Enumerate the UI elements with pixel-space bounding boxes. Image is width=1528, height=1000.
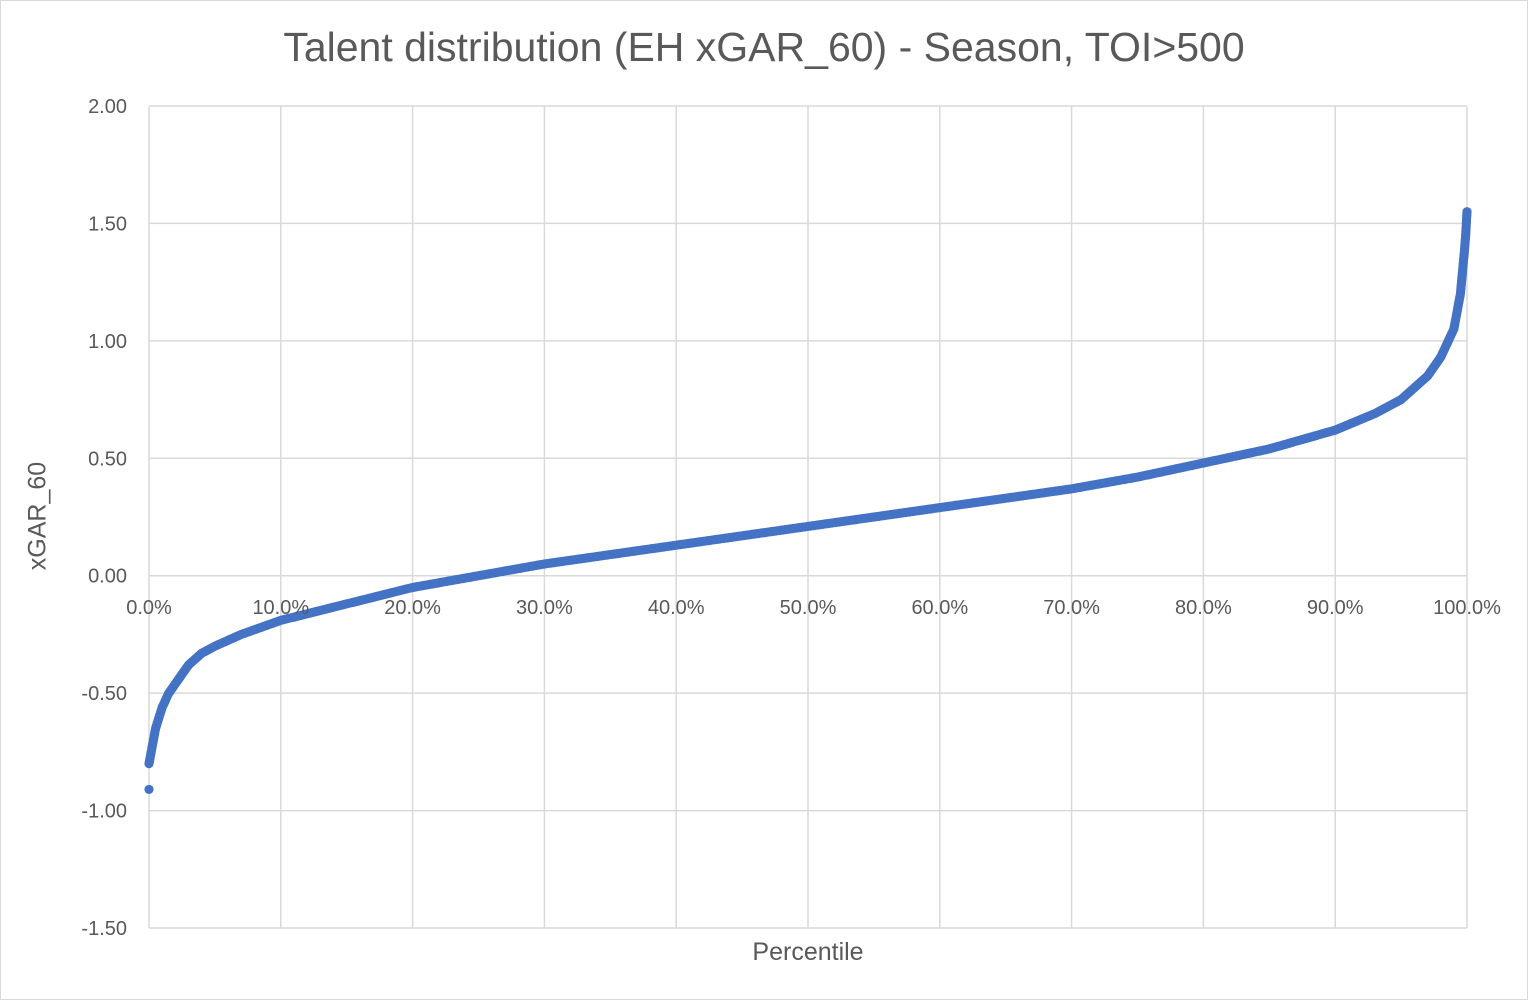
y-tick-label: 0.50 [88,448,127,470]
y-tick-label: -1.00 [81,801,127,823]
y-axis-label: xGAR_60 [23,461,52,571]
y-tick-label: 2.00 [88,96,127,118]
data-point [1462,207,1472,217]
x-tick-label: 90.0% [1307,597,1364,619]
y-tick-label: -1.50 [81,918,127,940]
x-tick-label: 80.0% [1175,597,1232,619]
y-tick-label: 1.50 [88,213,127,235]
x-tick-label: 50.0% [780,597,837,619]
chart-title: Talent distribution (EH xGAR_60) - Seaso… [283,24,1245,70]
x-tick-label: 20.0% [384,597,441,619]
data-points [144,207,1472,795]
x-tick-label: 30.0% [516,597,573,619]
y-tick-label: -0.50 [81,683,127,705]
x-tick-label: 60.0% [911,597,968,619]
x-tick-label: 70.0% [1043,597,1100,619]
y-tick-label: 1.00 [88,331,127,353]
tick-labels: 2.00 1.50 1.00 0.50 0.00 -0.50 -1.00 -1.50 0.0% 1… [81,96,1501,940]
y-tick-label: 0.00 [88,566,127,588]
data-point-outlier [144,784,154,795]
x-tick-label: 0.0% [126,597,172,619]
x-tick-label: 100.0% [1433,597,1501,619]
x-tick-label: 40.0% [648,597,705,619]
gridlines [148,105,1468,929]
x-tick-label: 10.0% [252,597,309,619]
x-axis-label: Percentile [752,938,864,966]
